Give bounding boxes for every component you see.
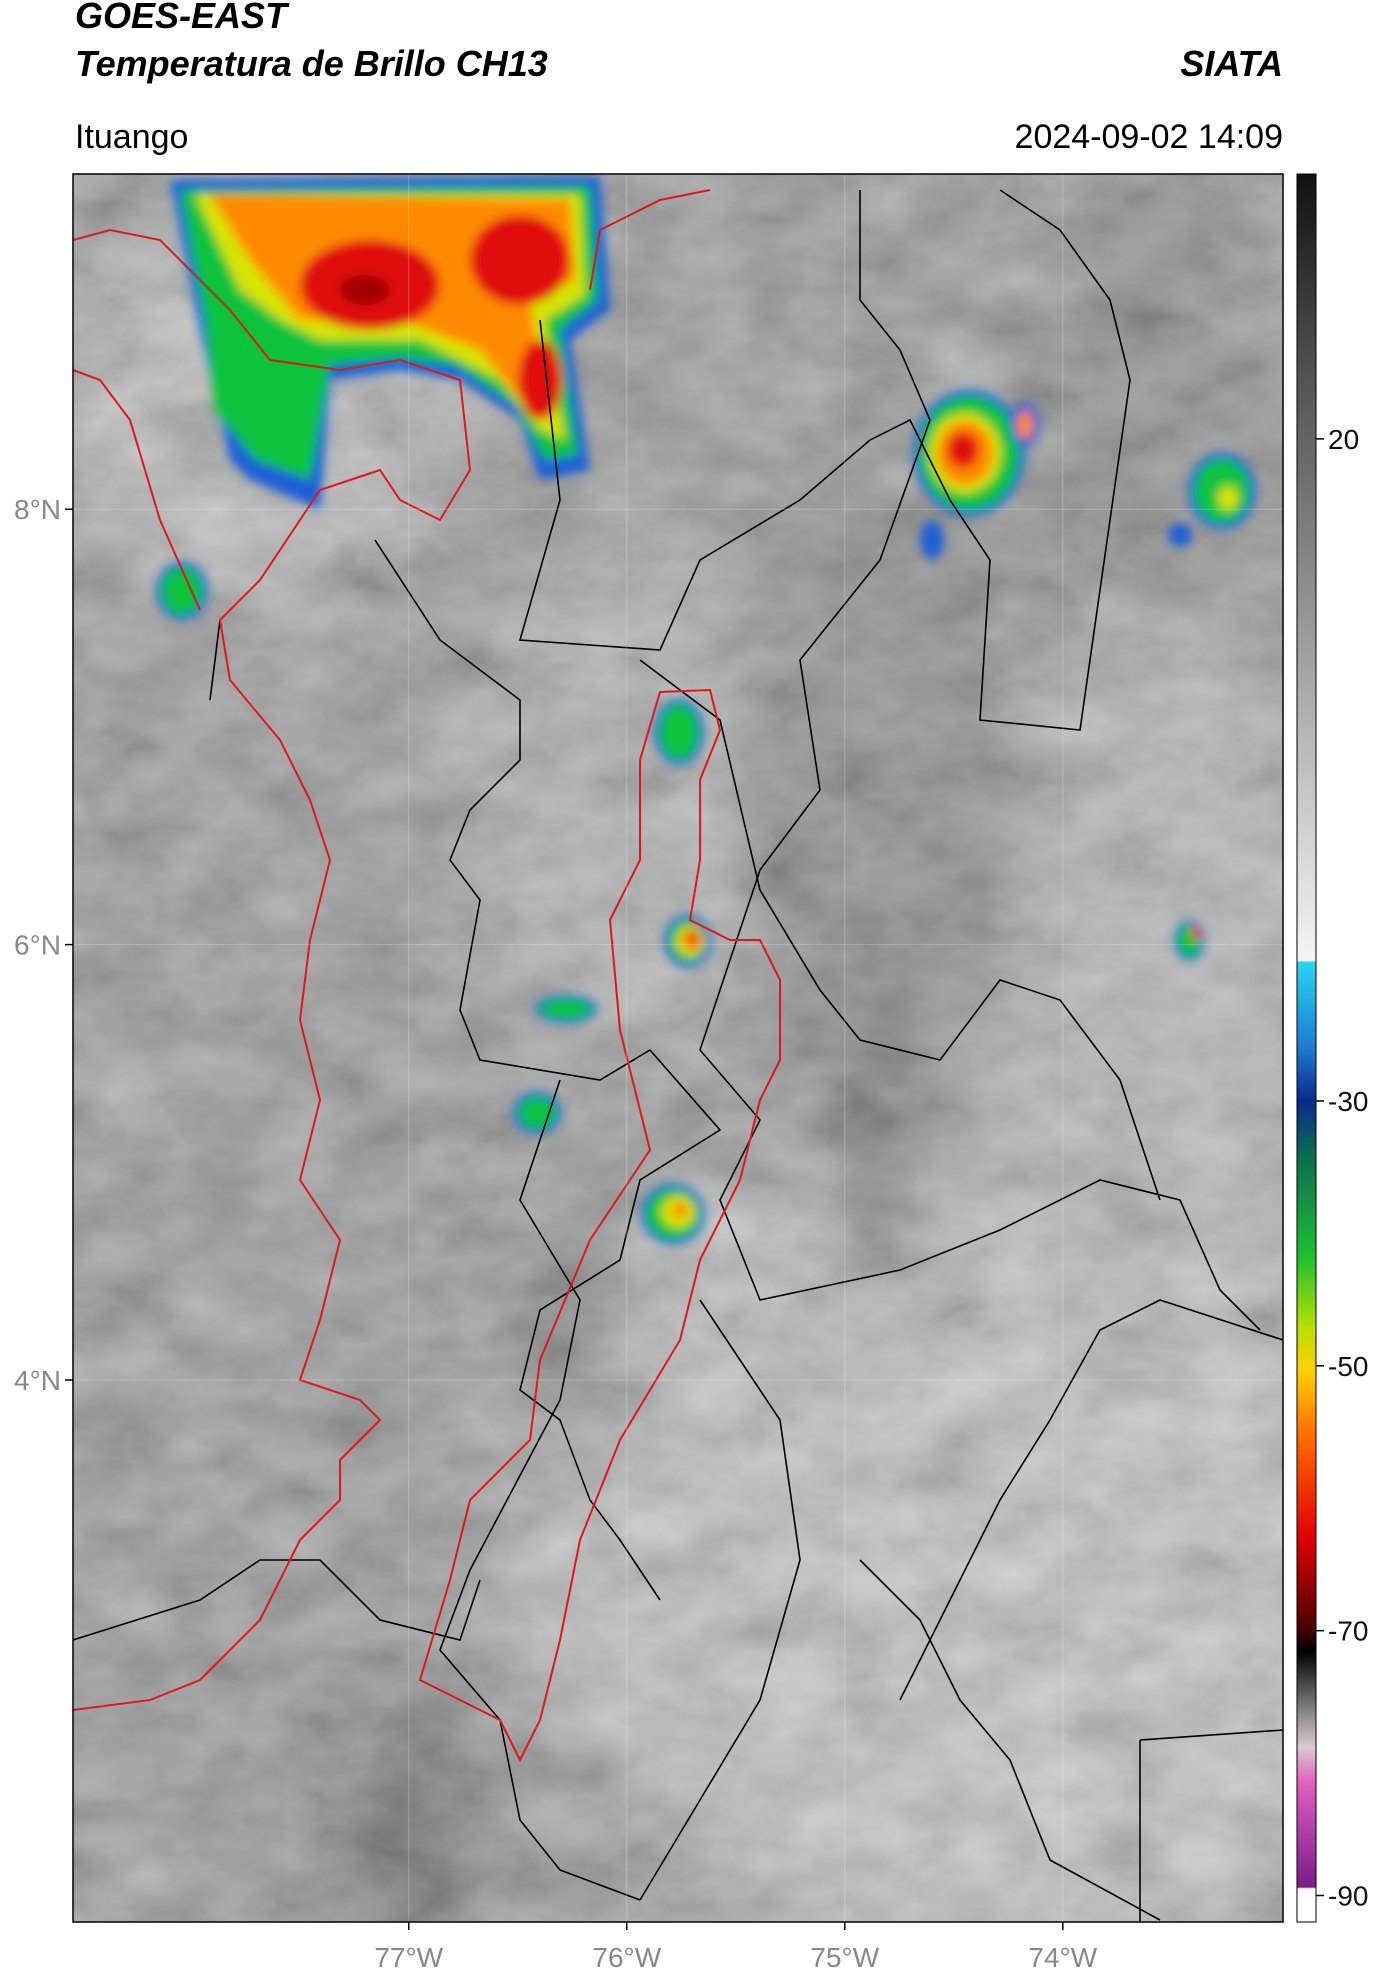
colorbar-tick-label: -50 [1328, 1351, 1368, 1382]
storm-east [1168, 453, 1256, 547]
colorbar-tick-label: -30 [1328, 1086, 1368, 1117]
brand: SIATA [1180, 43, 1283, 84]
cell-sw [513, 995, 597, 1134]
colorbar-tick-label: 20 [1328, 424, 1359, 455]
coastline-and-department [73, 189, 781, 1763]
x-tick-label: 76°W [592, 1942, 661, 1973]
cell-center [664, 915, 712, 967]
cell-ituango [654, 699, 704, 765]
colorbar [1296, 173, 1317, 1923]
y-tick-label: 6°N [14, 930, 61, 961]
timestamp: 2024-09-02 14:09 [1015, 118, 1283, 156]
subtitle: Temperatura de Brillo CH13 [75, 43, 548, 84]
map-frame [72, 173, 1284, 1923]
graticule [73, 174, 1283, 1922]
satellite-image [73, 174, 1283, 1922]
cell-e [1174, 921, 1204, 961]
colorbar-tick-label: -90 [1328, 1881, 1368, 1912]
location: Ituango [75, 118, 188, 156]
storm-ne [913, 390, 1040, 560]
x-tick-label: 75°W [810, 1942, 879, 1973]
x-tick-label: 74°W [1028, 1942, 1097, 1973]
boundaries [73, 189, 1283, 1922]
storm-nw [170, 176, 610, 510]
y-tick-label: 8°N [14, 494, 61, 525]
title: GOES-EAST [75, 0, 290, 36]
colorbar-tick-label: -70 [1328, 1616, 1368, 1647]
cell-w [156, 562, 208, 620]
y-tick-label: 4°N [14, 1365, 61, 1396]
x-tick-label: 77°W [374, 1942, 443, 1973]
convective-cells [156, 176, 1256, 1244]
cell-south [641, 1184, 705, 1244]
